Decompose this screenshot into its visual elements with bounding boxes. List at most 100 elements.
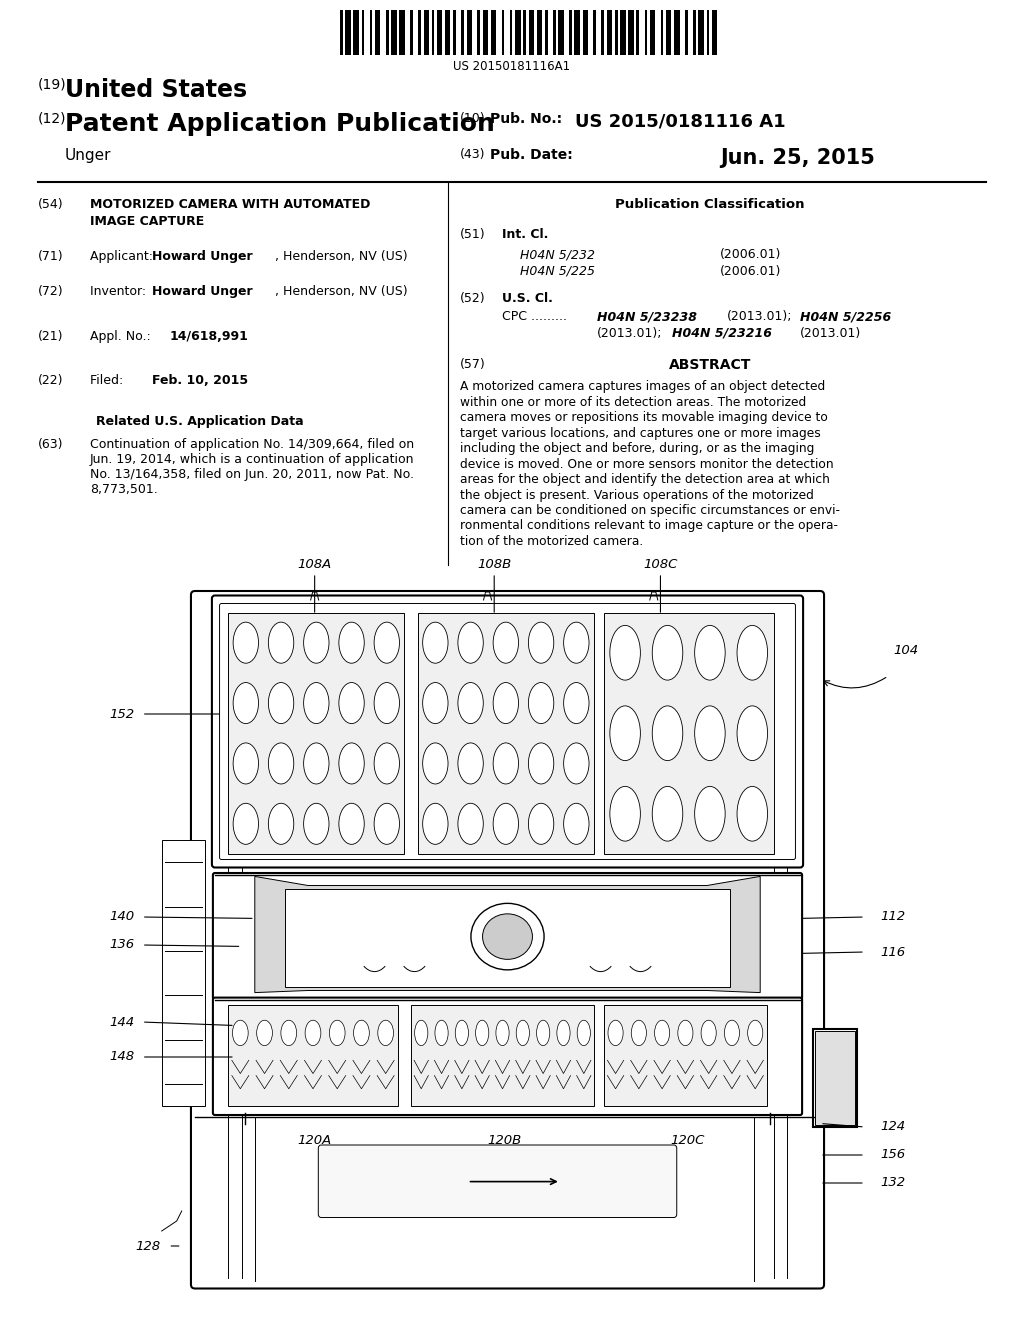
Text: 140: 140	[110, 911, 134, 924]
Text: H04N 5/2256: H04N 5/2256	[800, 310, 891, 323]
Text: (71): (71)	[38, 249, 63, 263]
Text: Unger: Unger	[65, 148, 112, 162]
Text: including the object and before, during, or as the imaging: including the object and before, during,…	[460, 442, 814, 455]
Bar	[411, 1005, 594, 1106]
Ellipse shape	[458, 622, 483, 663]
Text: Jun. 25, 2015: Jun. 25, 2015	[720, 148, 874, 168]
Bar	[528, 11, 535, 55]
Text: 124: 124	[880, 1121, 905, 1134]
Ellipse shape	[557, 1020, 570, 1045]
Bar	[523, 11, 526, 55]
Ellipse shape	[528, 682, 554, 723]
Ellipse shape	[233, 682, 258, 723]
Bar	[477, 11, 480, 55]
Text: (72): (72)	[38, 285, 63, 298]
Ellipse shape	[458, 743, 483, 784]
Ellipse shape	[652, 626, 683, 680]
Bar	[674, 11, 680, 55]
Bar	[345, 11, 351, 55]
Ellipse shape	[339, 682, 365, 723]
Text: (2013.01);: (2013.01);	[597, 327, 663, 341]
Text: Howard Unger: Howard Unger	[152, 249, 253, 263]
Text: Pub. No.:: Pub. No.:	[490, 112, 562, 125]
Text: 108A: 108A	[298, 558, 332, 572]
Polygon shape	[255, 876, 760, 993]
Text: camera can be conditioned on specific circumstances or envi-: camera can be conditioned on specific ci…	[460, 504, 840, 517]
Text: ABSTRACT: ABSTRACT	[669, 358, 752, 372]
Ellipse shape	[494, 743, 518, 784]
Text: Pub. Date:: Pub. Date:	[490, 148, 572, 162]
Text: areas for the object and identify the detection area at which: areas for the object and identify the de…	[460, 473, 829, 486]
Bar	[614, 11, 617, 55]
Bar	[666, 11, 672, 55]
Ellipse shape	[528, 804, 554, 845]
Text: (10): (10)	[460, 112, 485, 125]
Text: (2006.01): (2006.01)	[720, 265, 781, 279]
FancyBboxPatch shape	[318, 1144, 677, 1217]
Ellipse shape	[563, 622, 589, 663]
Text: 120A: 120A	[298, 1134, 332, 1147]
Bar	[637, 11, 639, 55]
Bar	[228, 1005, 397, 1106]
Bar	[461, 11, 464, 55]
Ellipse shape	[701, 1020, 716, 1045]
Ellipse shape	[494, 804, 518, 845]
Ellipse shape	[456, 1020, 468, 1045]
Text: 144: 144	[110, 1015, 134, 1028]
FancyBboxPatch shape	[212, 595, 803, 867]
Ellipse shape	[610, 787, 640, 841]
Ellipse shape	[233, 743, 258, 784]
Text: 156: 156	[880, 1148, 905, 1162]
Text: (2013.01);: (2013.01);	[727, 310, 793, 323]
Bar	[228, 612, 404, 854]
Bar	[815, 1031, 855, 1125]
Bar	[583, 11, 588, 55]
Ellipse shape	[458, 682, 483, 723]
Text: (2006.01): (2006.01)	[720, 248, 781, 261]
Ellipse shape	[528, 622, 554, 663]
Ellipse shape	[652, 706, 683, 760]
Ellipse shape	[423, 682, 449, 723]
Text: Jun. 19, 2014, which is a continuation of application: Jun. 19, 2014, which is a continuation o…	[90, 453, 415, 466]
Text: IMAGE CAPTURE: IMAGE CAPTURE	[90, 215, 204, 228]
Text: Howard Unger: Howard Unger	[152, 285, 253, 298]
Ellipse shape	[494, 682, 518, 723]
Bar	[386, 11, 388, 55]
Ellipse shape	[610, 626, 640, 680]
Bar	[410, 11, 413, 55]
Bar	[607, 11, 612, 55]
Text: ronmental conditions relevant to image capture or the opera-: ronmental conditions relevant to image c…	[460, 520, 838, 532]
Ellipse shape	[435, 1020, 449, 1045]
Bar	[445, 11, 451, 55]
FancyBboxPatch shape	[219, 603, 796, 859]
Ellipse shape	[631, 1020, 646, 1045]
Text: H04N 5/23216: H04N 5/23216	[672, 327, 772, 341]
Bar	[515, 11, 520, 55]
Bar	[418, 11, 421, 55]
Ellipse shape	[654, 1020, 670, 1045]
Bar	[693, 11, 695, 55]
Ellipse shape	[578, 1020, 591, 1045]
Bar	[467, 11, 472, 55]
Text: 132: 132	[880, 1176, 905, 1189]
Bar	[162, 840, 205, 1106]
Text: Publication Classification: Publication Classification	[615, 198, 805, 211]
Text: Applicant:: Applicant:	[90, 249, 157, 263]
Bar	[553, 11, 556, 55]
Bar	[285, 888, 730, 987]
Text: Continuation of application No. 14/309,664, filed on: Continuation of application No. 14/309,6…	[90, 438, 414, 451]
Text: (43): (43)	[460, 148, 485, 161]
Ellipse shape	[471, 903, 544, 970]
Text: (2013.01): (2013.01)	[800, 327, 861, 341]
Ellipse shape	[304, 682, 329, 723]
Bar	[483, 11, 488, 55]
Ellipse shape	[694, 706, 725, 760]
Ellipse shape	[652, 787, 683, 841]
Bar	[650, 11, 655, 55]
Text: (21): (21)	[38, 330, 63, 343]
Ellipse shape	[724, 1020, 739, 1045]
Text: (12): (12)	[38, 112, 67, 125]
Bar	[502, 11, 505, 55]
Text: H04N 5/232: H04N 5/232	[520, 248, 595, 261]
Ellipse shape	[694, 787, 725, 841]
